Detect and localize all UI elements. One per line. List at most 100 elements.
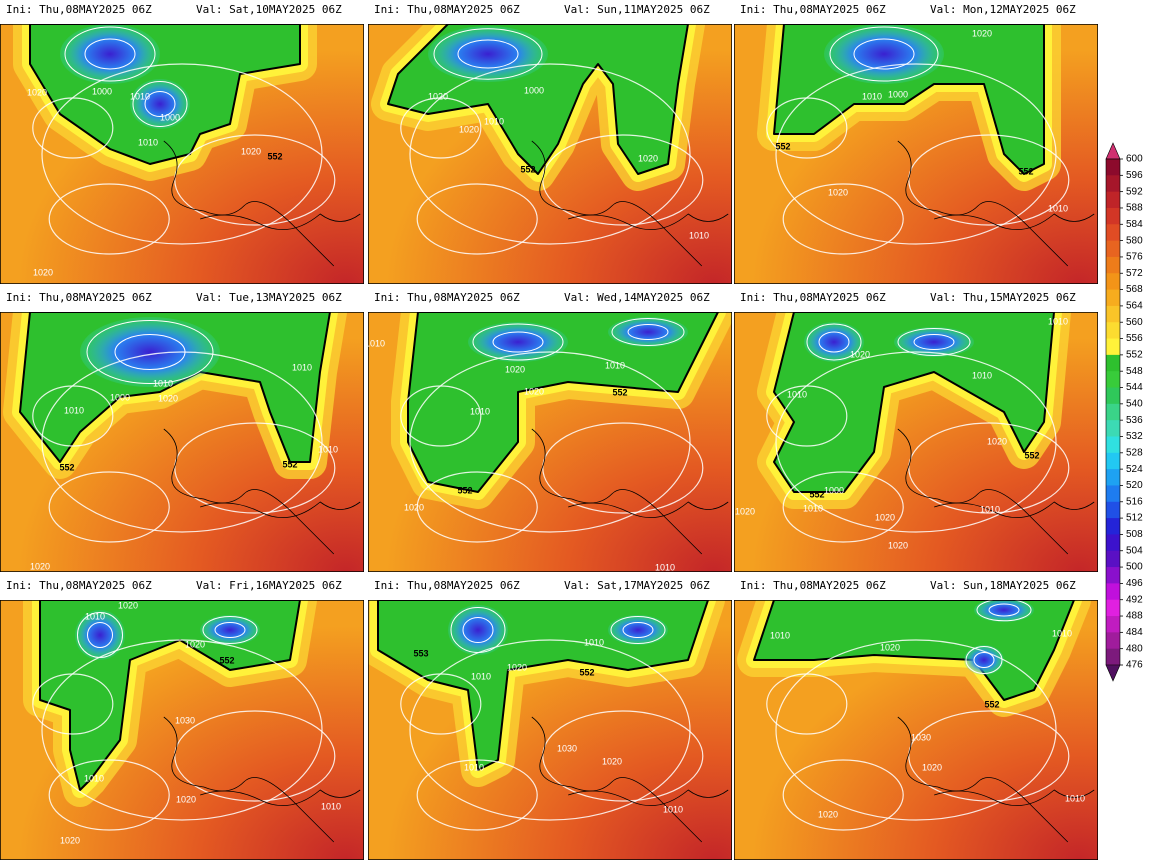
contour-label: 553: [413, 648, 428, 658]
colorbar-band: [1106, 452, 1120, 470]
cold-core: [80, 317, 220, 387]
colorbar-label: 528: [1126, 447, 1143, 458]
valid-time: Val: Mon,12MAY2025 06Z: [930, 3, 1076, 16]
isobar: [818, 331, 850, 353]
coastline: [163, 428, 335, 555]
contour-label: 1010: [365, 338, 385, 348]
isobar: [457, 39, 519, 69]
colorbar-label: 544: [1126, 382, 1143, 393]
contour-label: 1010: [153, 378, 173, 388]
contour-label: 1020: [524, 386, 544, 396]
coastline: [568, 501, 729, 518]
init-time: Ini: Thu,08MAY2025 06Z: [740, 291, 886, 304]
isobar: [202, 616, 258, 644]
contour-label: 1020: [735, 506, 755, 516]
contour-label: 1010: [85, 611, 105, 621]
isobar: [64, 26, 156, 82]
colorbar-band: [1106, 387, 1120, 405]
colorbar-label: 524: [1126, 464, 1143, 475]
contour-label: 1020: [60, 835, 80, 845]
isobar: [542, 422, 704, 514]
contour-label: 1020: [602, 756, 622, 766]
contour-label: 1020: [880, 642, 900, 652]
isobar: [973, 652, 995, 668]
colorbar-band: [1106, 159, 1120, 176]
coastline: [568, 789, 729, 806]
coastline: [568, 213, 729, 230]
coastline: [200, 789, 361, 806]
map-panel: [734, 600, 1098, 860]
colorbar-label: 588: [1126, 203, 1143, 214]
colorbar-label: 508: [1126, 529, 1143, 540]
colorbar-band: [1106, 403, 1120, 421]
cold-core: [804, 322, 864, 362]
contour-label: 1010: [655, 562, 675, 572]
contour-label: 1020: [850, 349, 870, 359]
contour-label: 552: [219, 655, 234, 665]
colorbar-band: [1106, 289, 1120, 307]
contour-label: 1010: [584, 637, 604, 647]
cold-core: [894, 327, 974, 357]
isobar: [908, 710, 1070, 802]
contour-label: 1020: [875, 512, 895, 522]
colorbar: 600 596 592 588 584 580 576 572 568 564 560 556 552 5…: [1105, 142, 1143, 682]
valid-time: Val: Wed,14MAY2025 06Z: [564, 291, 710, 304]
isobar: [41, 63, 323, 245]
isobar: [84, 38, 136, 70]
coastline: [934, 501, 1095, 518]
coastline: [897, 428, 1069, 555]
colorbar-band: [1106, 583, 1120, 601]
colorbar-label: 548: [1126, 366, 1143, 377]
contour-label: 1020: [505, 364, 525, 374]
colorbar-band: [1106, 436, 1120, 454]
map-panel: [368, 312, 732, 572]
contour-label: 1000: [524, 85, 544, 95]
contour-label: 1010: [470, 406, 490, 416]
isobar: [48, 471, 170, 543]
colorbar-band: [1106, 322, 1120, 340]
isobar: [492, 331, 544, 353]
colorbar-band: [1106, 469, 1120, 486]
valid-time: Val: Thu,15MAY2025 06Z: [930, 291, 1076, 304]
colorbar-band: [1106, 648, 1120, 666]
coastline: [531, 716, 703, 843]
isobar: [400, 97, 482, 159]
isobar: [174, 422, 336, 514]
isobar: [462, 617, 494, 643]
contour-label: 1020: [33, 267, 53, 277]
valid-time: Val: Sat,10MAY2025 06Z: [196, 3, 342, 16]
colorbar-band: [1106, 599, 1120, 617]
colorbar-band: [1106, 534, 1120, 552]
colorbar-label: 592: [1126, 186, 1143, 197]
isobar: [409, 63, 691, 245]
coastline: [934, 213, 1095, 230]
isobar: [41, 639, 323, 821]
contour-label: 1030: [911, 732, 931, 742]
contour-label: 1000: [160, 112, 180, 122]
isobar: [965, 646, 1003, 674]
valid-time: Val: Fri,16MAY2025 06Z: [196, 579, 342, 592]
colorbar-label: 480: [1126, 643, 1143, 654]
isobar: [433, 28, 543, 80]
colorbar-band: [1106, 371, 1120, 389]
isobar: [897, 328, 971, 356]
colorbar-band: [1106, 224, 1120, 242]
colorbar-label: 484: [1126, 627, 1143, 638]
colorbar-label: 520: [1126, 480, 1143, 491]
colorbar-band: [1106, 338, 1120, 356]
colorbar-label: 540: [1126, 398, 1143, 409]
cold-core: [130, 79, 190, 129]
trough-area: [753, 600, 1075, 701]
contour-label: 1010: [770, 630, 790, 640]
cold-core: [824, 24, 944, 84]
isobar: [144, 91, 176, 117]
isobar: [976, 600, 1032, 622]
contour-label: 1020: [176, 794, 196, 804]
contour-label: 1020: [828, 187, 848, 197]
cold-core: [75, 610, 125, 660]
colorbar-label: 600: [1126, 154, 1143, 165]
colorbar-label: 532: [1126, 431, 1143, 442]
contour-label: 1020: [888, 540, 908, 550]
contour-label: 1010: [1048, 316, 1068, 326]
isobar: [450, 607, 506, 653]
